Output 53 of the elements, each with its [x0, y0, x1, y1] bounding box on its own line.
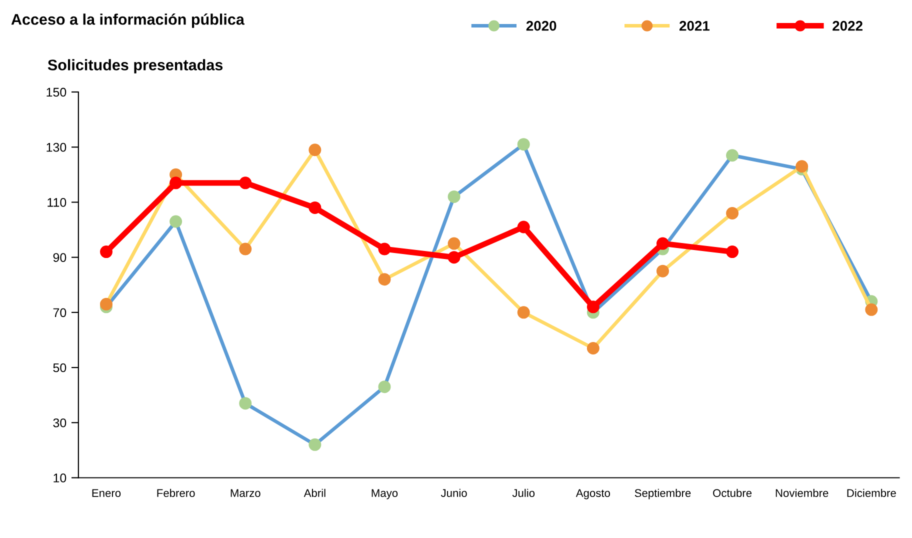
point	[726, 246, 739, 258]
point	[517, 220, 530, 234]
legend-label: 2022	[832, 20, 862, 31]
point	[656, 237, 669, 250]
point	[100, 246, 113, 258]
point	[239, 176, 252, 190]
point	[308, 201, 322, 214]
point	[517, 138, 530, 151]
legend-label: 2020	[526, 20, 556, 31]
point	[726, 149, 739, 162]
point	[308, 144, 322, 156]
chart-title: Acceso a la información pública	[11, 13, 245, 28]
x-tick-label: Enero	[92, 489, 121, 498]
point	[100, 298, 113, 310]
point	[239, 397, 252, 410]
point	[448, 237, 460, 250]
y-tick-label: 150	[46, 88, 66, 97]
point	[378, 242, 391, 256]
point	[378, 380, 391, 394]
point	[656, 264, 669, 278]
legend-label: 2021	[679, 20, 710, 31]
y-tick-label: 10	[54, 474, 66, 482]
point	[517, 306, 530, 319]
x-tick-label: Diciembre	[847, 488, 896, 498]
x-tick-label: Julio	[512, 488, 535, 498]
chart-subtitle: Solicitudes presentadas	[48, 59, 223, 74]
y-tick-label: 50	[53, 363, 66, 372]
y-tick-label: 90	[53, 253, 66, 262]
x-tick-label: Septiembre	[634, 488, 691, 500]
point	[865, 303, 878, 316]
point	[308, 438, 322, 451]
x-tick-label: Abril	[304, 488, 326, 498]
x-tick-label: Marzo	[230, 489, 260, 498]
point	[170, 176, 182, 190]
point	[796, 160, 808, 173]
y-tick-label: 70	[53, 308, 66, 318]
x-tick-label: Noviembre	[776, 488, 828, 498]
x-tick-label: Mayo	[372, 489, 398, 500]
y-tick-label: 110	[48, 198, 66, 207]
point	[170, 215, 182, 228]
point	[239, 242, 252, 256]
y-tick-label: 130	[46, 142, 66, 152]
y-tick-label: 30	[53, 418, 66, 428]
x-tick-label: Agosto	[576, 489, 610, 500]
point	[448, 251, 460, 264]
x-tick-label: Octubre	[713, 488, 752, 498]
point	[448, 190, 460, 203]
point	[378, 273, 391, 286]
point	[726, 206, 739, 220]
x-tick-label: Febrero	[157, 488, 195, 498]
point	[586, 300, 600, 314]
point	[586, 342, 600, 354]
x-tick-label: Junio	[440, 488, 467, 498]
